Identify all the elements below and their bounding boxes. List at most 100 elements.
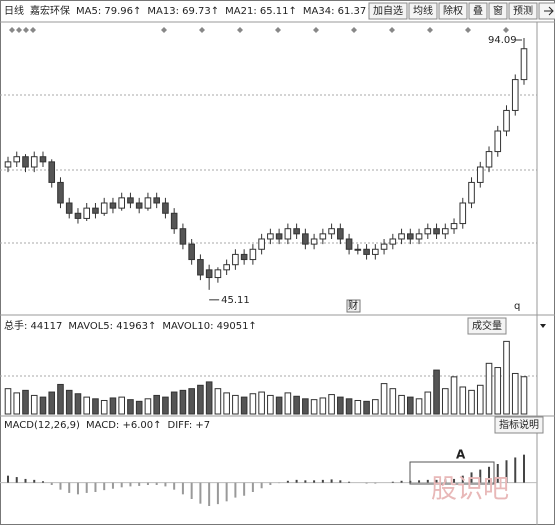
volume-bar: [92, 398, 99, 415]
button-box[interactable]: [488, 2, 508, 20]
toolbar-button[interactable]: 预测: [508, 2, 538, 20]
volume-bar: [39, 396, 47, 415]
button-box[interactable]: [368, 2, 408, 20]
watermark: 股识吧: [431, 475, 509, 505]
candle-body: [135, 202, 143, 209]
button-label: 均线: [413, 4, 433, 17]
button-label: 叠: [473, 5, 483, 17]
candle-body: [389, 238, 397, 245]
button-box[interactable]: [494, 416, 544, 434]
volume-bar: [170, 391, 178, 415]
candle-body: [30, 156, 38, 168]
volume-bar: [153, 394, 160, 415]
candle-body: [232, 253, 239, 266]
event-marker: [30, 27, 36, 33]
volume-indicator: MAVOL5: 41963↑: [68, 321, 156, 332]
candle-body: [345, 238, 353, 250]
pattern-box: [409, 461, 495, 485]
candle-body: [258, 238, 265, 250]
event-marker: [16, 27, 22, 33]
candle-body: [319, 233, 327, 240]
toolbar-button[interactable]: 均线: [408, 2, 438, 20]
volume-bar: [4, 388, 12, 415]
volume-bar: [127, 399, 134, 415]
candle-body: [74, 212, 82, 219]
macd-indicator: MACD: +6.00↑: [86, 420, 162, 431]
ma-indicator: MA21: 65.11↑: [225, 6, 297, 17]
volume-bar: [284, 392, 292, 415]
candle-body: [363, 248, 370, 255]
ma-indicator: MA13: 69.73↑: [147, 6, 219, 17]
volume-selector[interactable]: 成交量: [467, 317, 507, 335]
volume-bar: [389, 388, 397, 415]
volume-bar: [354, 399, 362, 415]
volume-bar: [424, 391, 432, 415]
volume-bar: [205, 381, 213, 415]
toolbar-button[interactable]: 加自选: [368, 2, 408, 20]
macd-indicator: MACD(12,26,9): [4, 420, 80, 431]
volume-bar: [494, 367, 502, 415]
high-annotation: 94.09: [488, 35, 517, 46]
button-label: 指标说明: [499, 418, 539, 431]
candle-body: [92, 207, 99, 214]
toolbar-button[interactable]: 除权: [438, 2, 468, 20]
button-label: 除权: [443, 4, 463, 17]
button-box[interactable]: [438, 2, 468, 20]
candle-body: [302, 233, 309, 245]
candle-body: [424, 228, 432, 235]
candle-body: [450, 223, 458, 230]
period-label: 日线: [4, 4, 24, 17]
candle-body: [337, 228, 344, 240]
low-annotation: 45.11: [221, 295, 250, 306]
volume-bar: [398, 394, 405, 415]
candle-body: [240, 253, 248, 261]
toolbar-button[interactable]: 叠: [468, 2, 488, 20]
macd-indicator: DIFF: +7: [168, 420, 211, 431]
volume-bar: [144, 398, 152, 415]
volume-bar: [468, 389, 475, 415]
volume-bar: [372, 399, 379, 415]
candle-body: [284, 228, 292, 240]
button-box[interactable]: [408, 2, 438, 20]
event-marker: [161, 27, 167, 33]
candle-body: [162, 202, 169, 214]
volume-indicator: 总手: 44117: [4, 319, 62, 332]
indicator-help[interactable]: 指标说明: [494, 416, 544, 434]
event-marker: [351, 27, 357, 33]
volume-bar: [485, 362, 493, 415]
volume-bar: [319, 397, 327, 415]
pattern-annotation: A: [456, 448, 466, 462]
candle-body: [170, 212, 178, 230]
candle-body: [372, 248, 379, 255]
button-label: 成交量: [472, 319, 502, 332]
candle-body: [494, 130, 502, 153]
candle-body: [520, 48, 528, 81]
ma-indicator: MA5: 79.96↑: [76, 6, 141, 17]
event-marker: [23, 27, 29, 33]
volume-bar: [13, 392, 21, 415]
candle-body: [328, 228, 335, 235]
candle-body: [118, 197, 125, 209]
volume-bar: [267, 394, 274, 415]
candle-body: [13, 156, 21, 163]
candle-body: [205, 269, 213, 279]
event-marker: [389, 27, 395, 33]
button-box[interactable]: [467, 317, 507, 335]
button-label: 加自选: [373, 4, 403, 17]
volume-bar: [275, 396, 283, 415]
candle-body: [275, 233, 283, 240]
volume-bar: [48, 391, 56, 415]
volume-bar: [223, 392, 230, 415]
volume-indicator: MAVOL10: 49051↑: [162, 321, 256, 332]
button-box[interactable]: [468, 2, 488, 20]
volume-bar: [109, 397, 117, 415]
dropdown-arrow: [540, 324, 546, 328]
volume-bar: [328, 394, 335, 415]
button-box[interactable]: [508, 2, 538, 20]
volume-bar: [345, 398, 353, 415]
volume-bar: [258, 391, 265, 415]
volume-bar: [363, 400, 370, 415]
toolbar-button[interactable]: 窗: [488, 2, 508, 20]
volume-bar: [179, 389, 187, 415]
